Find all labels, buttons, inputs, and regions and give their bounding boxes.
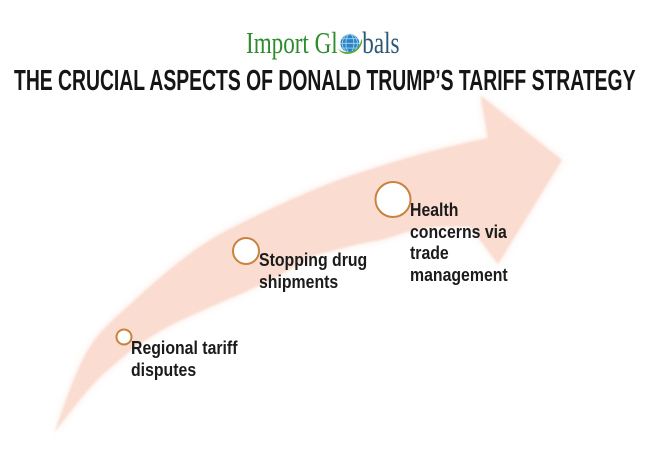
milestone-circle-3 (374, 181, 412, 218)
milestone-label-1: Regional tariff disputes (131, 338, 238, 380)
milestone-circle-1 (115, 328, 133, 346)
milestone-circle-2 (232, 237, 260, 265)
arrow-swoosh-shape (54, 95, 562, 433)
globe-icon (338, 30, 363, 54)
logo: Import Gl bals (246, 27, 399, 58)
page-title: THE CRUCIAL ASPECTS OF DONALD TRUMP’S TA… (14, 65, 636, 97)
milestone-label-2: Stopping drug shipments (259, 250, 368, 292)
logo-text-right: bals (362, 25, 400, 60)
logo-text-left: Import Gl (246, 25, 338, 60)
milestone-label-3: Health concerns via trade management (410, 200, 508, 285)
globe-orbit-swoosh (338, 38, 363, 54)
